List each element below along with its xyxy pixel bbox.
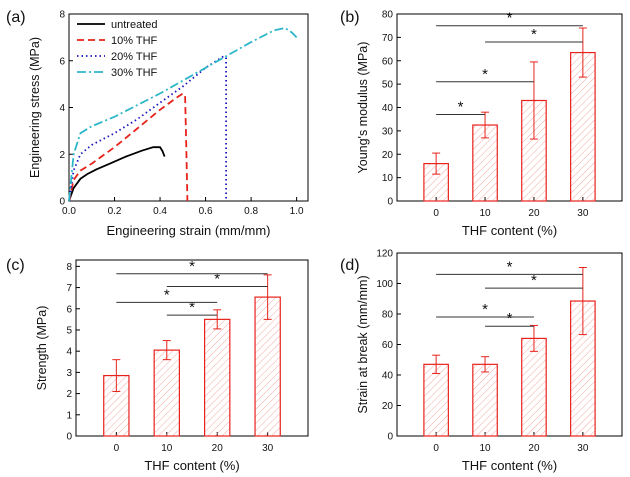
- y-tick-label: 100: [376, 279, 393, 290]
- y-tick-label: 8: [59, 10, 65, 21]
- y-tick-label: 0: [387, 432, 393, 443]
- significance-star-3: *: [507, 258, 513, 275]
- y-tick-label: 0: [59, 197, 65, 208]
- y-tick-label: 6: [59, 56, 65, 67]
- x-tick-label: 0.4: [153, 206, 167, 217]
- y-tick-label: 80: [382, 10, 394, 21]
- panel-label-b: (b): [340, 9, 360, 26]
- y-axis-label: Strength (MPa): [35, 306, 49, 391]
- y-tick-label: 4: [66, 347, 72, 358]
- x-tick-label: 0: [433, 443, 439, 454]
- y-tick-label: 60: [382, 56, 394, 67]
- significance-star-3: *: [189, 258, 195, 275]
- panel-label-c: (c): [6, 257, 25, 274]
- significance-star-1: *: [507, 310, 513, 327]
- y-tick-label: 0: [387, 197, 393, 208]
- x-tick-label: 0.6: [199, 206, 213, 217]
- y-tick-label: 40: [382, 371, 394, 382]
- x-tick-label: 0.0: [62, 206, 76, 217]
- y-tick-label: 30: [382, 126, 394, 137]
- legend-label-0: untreated: [111, 19, 157, 31]
- legend-label-2: 20% THF: [111, 51, 158, 63]
- x-tick-label: 30: [577, 443, 589, 454]
- plot-frame-0: [68, 13, 309, 202]
- x-axis-label: THF content (%): [462, 223, 557, 238]
- y-tick-label: 40: [382, 103, 394, 114]
- series-line-3: [68, 27, 298, 202]
- bar-10: [153, 349, 180, 437]
- x-tick-label: 0: [114, 443, 120, 454]
- legend-label-3: 30% THF: [111, 67, 158, 79]
- panel-label-d: (d): [340, 257, 360, 274]
- y-tick-label: 1: [66, 410, 72, 421]
- significance-star-2: *: [531, 272, 537, 289]
- x-axis-label: Engineering strain (mm/mm): [107, 223, 271, 238]
- y-tick-label: 10: [382, 173, 394, 184]
- significance-star-0: *: [164, 286, 170, 303]
- x-tick-label: 20: [528, 443, 540, 454]
- significance-star-2: *: [214, 271, 220, 288]
- y-tick-label: 120: [376, 249, 393, 260]
- x-tick-label: 10: [161, 443, 173, 454]
- x-tick-label: 20: [212, 443, 224, 454]
- x-tick-label: 10: [479, 443, 491, 454]
- x-tick-label: 0: [433, 208, 439, 219]
- significance-star-1: *: [189, 299, 195, 316]
- significance-star-1: *: [482, 66, 488, 83]
- y-axis-label: Engineering stress (MPa): [28, 37, 42, 178]
- y-tick-label: 8: [66, 262, 72, 273]
- series-line-0: [68, 146, 166, 202]
- y-tick-label: 70: [382, 33, 394, 44]
- x-tick-label: 30: [577, 208, 589, 219]
- significance-star-2: *: [531, 26, 537, 43]
- y-tick-label: 7: [66, 283, 72, 294]
- significance-star-0: *: [482, 301, 488, 318]
- x-axis-label: THF content (%): [462, 458, 557, 473]
- series-line-2: [68, 54, 227, 202]
- x-tick-label: 0.2: [108, 206, 122, 217]
- y-tick-label: 80: [382, 310, 394, 321]
- bar-30: [570, 51, 596, 202]
- y-tick-label: 60: [382, 340, 394, 351]
- bar-0: [103, 374, 130, 437]
- y-tick-label: 50: [382, 80, 394, 91]
- x-tick-label: 10: [479, 208, 491, 219]
- significance-star-0: *: [458, 99, 464, 116]
- bar-10: [472, 363, 498, 437]
- y-tick-label: 20: [382, 401, 394, 412]
- y-tick-label: 4: [59, 103, 65, 114]
- y-axis-label: Strain at break (mm/mm): [356, 275, 370, 413]
- bar-20: [204, 318, 231, 437]
- legend-label-1: 10% THF: [111, 35, 158, 47]
- panel-label-a: (a): [6, 9, 26, 26]
- x-tick-label: 0.8: [244, 206, 258, 217]
- x-axis-label: THF content (%): [144, 458, 239, 473]
- x-tick-label: 1.0: [290, 206, 304, 217]
- y-tick-label: 0: [66, 432, 72, 443]
- y-tick-label: 3: [66, 368, 72, 379]
- y-tick-label: 2: [59, 150, 65, 161]
- y-tick-label: 6: [66, 304, 72, 315]
- bar-0: [423, 363, 449, 437]
- bar-20: [521, 337, 547, 437]
- y-tick-label: 2: [66, 389, 72, 400]
- significance-star-3: *: [507, 10, 513, 27]
- y-axis-label: Young's modulus (MPa): [356, 42, 370, 174]
- y-tick-label: 5: [66, 325, 72, 336]
- y-tick-label: 20: [382, 150, 394, 161]
- x-tick-label: 30: [262, 443, 274, 454]
- x-tick-label: 20: [528, 208, 540, 219]
- plot-frame-2: [75, 259, 309, 437]
